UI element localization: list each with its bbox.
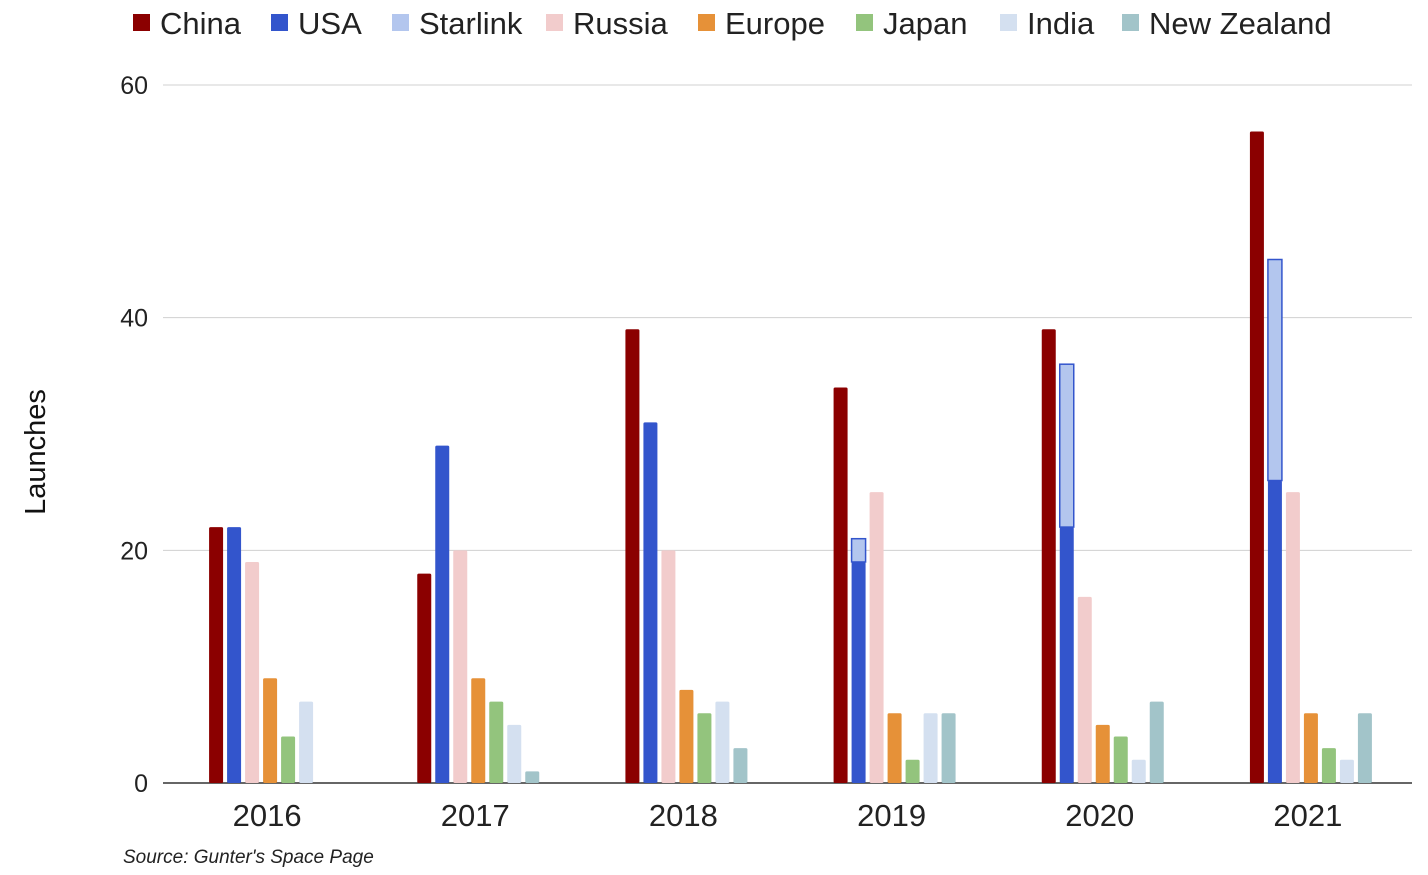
- x-tick-label-2020: 2020: [1065, 798, 1134, 833]
- bar-usa-2018: [643, 422, 658, 783]
- bar-russia-2020: [1077, 596, 1092, 783]
- chart-gridlines: [163, 84, 1412, 784]
- bar-europe-2018: [679, 689, 694, 783]
- bar-china-2018: [625, 329, 640, 783]
- legend-label-india: India: [1027, 6, 1095, 41]
- legend-swatch-russia: [546, 14, 563, 31]
- bar-usa-2019: [851, 561, 866, 783]
- legend-swatch-new-zealand: [1122, 14, 1139, 31]
- x-tick-label-2017: 2017: [441, 798, 510, 833]
- bar-europe-2021: [1303, 713, 1318, 783]
- x-tick-label-2016: 2016: [233, 798, 302, 833]
- chart-bars: [209, 131, 1372, 784]
- legend-label-usa: USA: [298, 6, 362, 41]
- bar-europe-2019: [887, 713, 902, 783]
- legend-swatch-china: [133, 14, 150, 31]
- bar-europe-2017: [471, 678, 486, 783]
- bar-usa-2017: [435, 445, 450, 783]
- x-tick-label-2018: 2018: [649, 798, 718, 833]
- bar-usa-2021: [1267, 480, 1282, 783]
- legend-label-starlink: Starlink: [419, 6, 523, 41]
- bar-japan-2021: [1321, 748, 1336, 783]
- bar-china-2021: [1249, 131, 1264, 784]
- legend-swatch-japan: [856, 14, 873, 31]
- bar-japan-2019: [905, 759, 920, 783]
- bar-usa-2020: [1059, 527, 1074, 783]
- bar-india-2021: [1339, 759, 1354, 783]
- bar-russia-2016: [245, 561, 260, 783]
- bar-starlink-2019: [850, 537, 867, 563]
- bar-japan-2020: [1113, 736, 1128, 783]
- x-axis-ticks: 2016 2017 2018 2019 2020 2021: [233, 798, 1343, 833]
- bar-starlink-2020: [1059, 363, 1075, 528]
- y-axis-ticks: 0 20 40 60: [120, 72, 148, 798]
- legend-label-japan: Japan: [883, 6, 967, 41]
- bar-russia-2018: [661, 550, 676, 783]
- source-note: Source: Gunter's Space Page: [123, 847, 374, 868]
- legend-swatch-starlink: [392, 14, 409, 31]
- bar-china-2017: [417, 573, 432, 783]
- bar-new-zealand-2018: [733, 748, 748, 783]
- y-tick-label: 40: [120, 305, 148, 333]
- x-tick-label-2021: 2021: [1273, 798, 1342, 833]
- bar-new-zealand-2017: [525, 771, 540, 783]
- chart-legend: China USA Starlink Russia Europe Japan India Ne…: [133, 6, 1332, 41]
- y-tick-label: 20: [120, 537, 148, 565]
- bar-japan-2016: [281, 736, 296, 783]
- bar-india-2017: [507, 724, 522, 783]
- bar-europe-2016: [263, 678, 278, 783]
- bar-india-2020: [1131, 759, 1146, 783]
- bar-china-2020: [1041, 329, 1056, 783]
- legend-label-russia: Russia: [573, 6, 669, 41]
- bar-europe-2020: [1095, 724, 1110, 783]
- bar-japan-2018: [697, 713, 712, 783]
- legend-label-europe: Europe: [725, 6, 825, 41]
- bar-russia-2017: [453, 550, 468, 783]
- bar-starlink-2021: [1267, 258, 1283, 482]
- bar-india-2019: [923, 713, 938, 783]
- bar-china-2019: [833, 387, 848, 783]
- legend-swatch-usa: [271, 14, 288, 31]
- bar-usa-2016: [227, 527, 242, 783]
- bar-new-zealand-2019: [941, 713, 956, 783]
- legend-swatch-europe: [698, 14, 715, 31]
- bar-russia-2019: [869, 492, 884, 783]
- x-tick-label-2019: 2019: [857, 798, 926, 833]
- bar-new-zealand-2020: [1149, 701, 1164, 783]
- legend-swatch-india: [1000, 14, 1017, 31]
- y-axis-title: Launches: [20, 389, 52, 515]
- bar-india-2016: [299, 701, 314, 783]
- legend-label-china: China: [160, 6, 242, 41]
- bar-new-zealand-2021: [1357, 713, 1372, 783]
- legend-label-new-zealand: New Zealand: [1149, 6, 1332, 41]
- y-tick-label: 60: [120, 72, 148, 100]
- bar-china-2016: [209, 527, 224, 783]
- bar-russia-2021: [1285, 492, 1300, 783]
- bar-japan-2017: [489, 701, 504, 783]
- y-tick-label: 0: [134, 770, 148, 798]
- bar-india-2018: [715, 701, 730, 783]
